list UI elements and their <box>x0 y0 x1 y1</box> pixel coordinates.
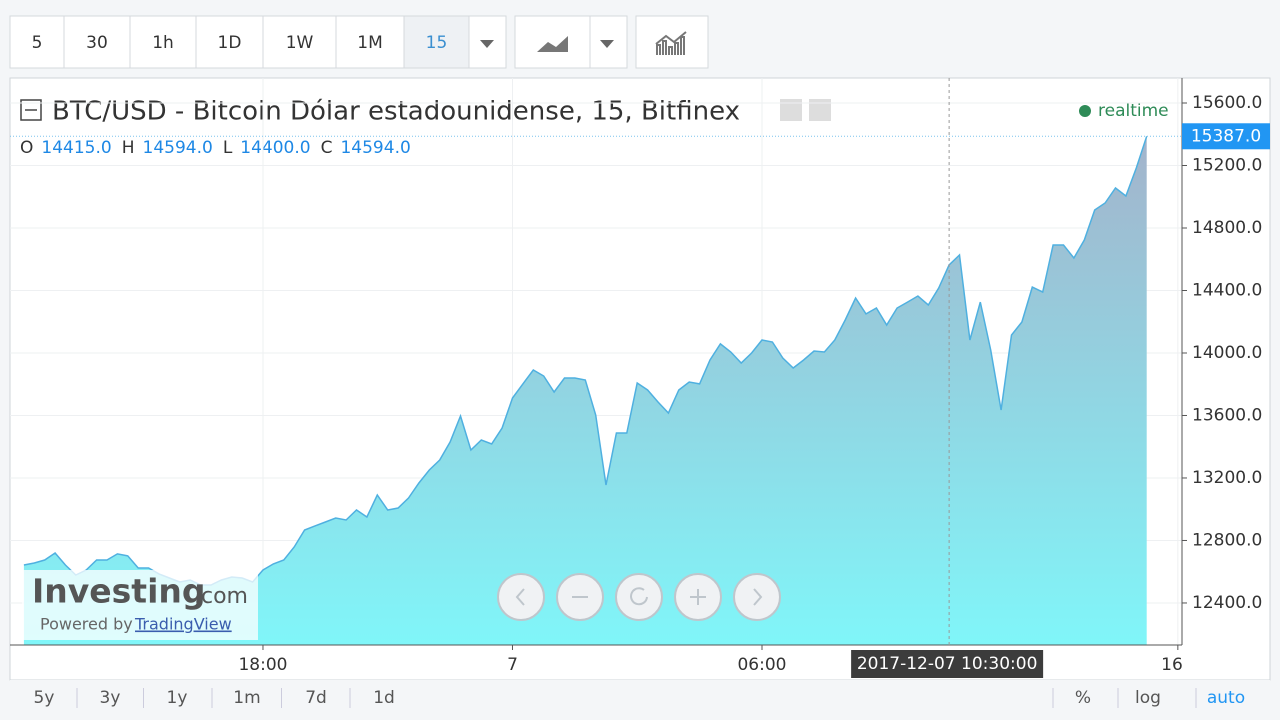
y-tick-label: 12800.0 <box>1192 530 1262 550</box>
scroll-left-button[interactable] <box>497 573 545 621</box>
powered-by: Powered by <box>40 615 133 634</box>
plot: 12400.0 12800.0 13200.0 13600.0 14000.0 14400… <box>10 78 1270 678</box>
interval-button[interactable] <box>262 15 337 69</box>
y-tick-label: 14800.0 <box>1192 218 1262 238</box>
icon <box>690 589 706 605</box>
realtime-label: realtime <box>1098 101 1169 121</box>
interval-label: 1W <box>286 33 314 53</box>
last-price-badge <box>1182 123 1270 150</box>
y-tick-label: 13200.0 <box>1192 468 1262 488</box>
y-tick-label: 15600.0 <box>1192 93 1262 113</box>
x-tick-label: 18:00 <box>238 655 287 675</box>
toolbar: 5 30 1h 1D 1W 1M 15 <box>9 15 709 69</box>
crosshair-badge <box>851 650 1044 678</box>
footer-bg <box>10 680 1270 716</box>
indicators-button[interactable] <box>635 15 709 69</box>
x-tick-label: 16 <box>1161 655 1183 675</box>
y-tick-label: 14400.0 <box>1192 280 1262 300</box>
y-tick-label: 15200.0 <box>1192 155 1262 175</box>
scale-button[interactable]: % <box>1075 688 1091 708</box>
interval-button[interactable] <box>129 15 197 69</box>
range-button[interactable]: 1m <box>233 688 260 708</box>
crosshair-label: 2017-12-07 10:30:00 <box>857 654 1038 674</box>
icon <box>753 588 763 606</box>
ohlc-value: 14594.0 <box>340 138 410 158</box>
interval-button[interactable] <box>403 15 470 69</box>
provider-link[interactable]: TradingView <box>134 615 232 634</box>
watermark: Investing .com Powered by TradingView <box>22 570 258 640</box>
ohlc-legend: O 14415.0 H 14594.0 L 14400.0 C 14594.0 <box>20 138 411 158</box>
settings-icon[interactable] <box>809 99 831 121</box>
range-button[interactable]: 7d <box>305 688 327 708</box>
icon <box>515 588 525 606</box>
range-button[interactable]: 1d <box>373 688 395 708</box>
ohlc-value: 14400.0 <box>240 138 310 158</box>
collapse-icon[interactable] <box>20 99 42 121</box>
scale-button[interactable]: auto <box>1207 688 1245 708</box>
y-tick-label: 12400.0 <box>1192 593 1262 613</box>
area <box>23 136 1147 646</box>
ohlc-key: L <box>223 138 233 158</box>
range-button[interactable]: 3y <box>100 688 121 708</box>
interval-button[interactable] <box>195 15 264 69</box>
watermark-bg <box>22 570 258 640</box>
footer: 5y 3y 1y 1m 7d 1d% log auto <box>10 680 1270 716</box>
ohlc-key: H <box>122 138 135 158</box>
visibility-icon[interactable] <box>780 99 802 121</box>
indicators-icon <box>655 31 687 55</box>
interval-label: 1M <box>357 33 382 53</box>
scale-button[interactable]: log <box>1135 688 1161 708</box>
interval-label: 15 <box>426 33 448 53</box>
zoom-controls <box>497 573 781 621</box>
reset-button[interactable] <box>615 573 663 621</box>
interval-label: 1D <box>218 33 242 53</box>
ohlc-key: O <box>20 138 33 158</box>
brand: Investing <box>32 572 206 611</box>
interval-button[interactable] <box>63 15 131 69</box>
x-tick-label: 7 <box>507 655 518 675</box>
interval-label: 5 <box>32 33 43 53</box>
chart-title: BTC/USD - Bitcoin Dólar estadounidense, … <box>52 97 740 127</box>
dropdown-arrow <box>600 40 614 48</box>
y-tick-label: 13600.0 <box>1192 405 1262 425</box>
x-tick-label: 06:00 <box>737 655 786 675</box>
ohlc-value: 14594.0 <box>143 138 213 158</box>
ohlc-key: C <box>321 138 333 158</box>
y-tick-label: 14000.0 <box>1192 343 1262 363</box>
range-button[interactable]: 1y <box>167 688 188 708</box>
interval-label: 30 <box>86 33 108 53</box>
range-button[interactable]: 5y <box>34 688 55 708</box>
dropdown-arrow <box>480 40 494 48</box>
icon <box>630 587 648 606</box>
interval-label: 1h <box>152 33 174 53</box>
realtime-dot <box>1079 105 1091 117</box>
scroll-right-button[interactable] <box>733 573 781 621</box>
brand-domain: .com <box>194 584 248 609</box>
last-price-label: 15387.0 <box>1191 126 1261 146</box>
interval-button[interactable] <box>9 15 65 69</box>
chart-type-icon <box>537 36 568 52</box>
ohlc-value: 14415.0 <box>41 138 111 158</box>
